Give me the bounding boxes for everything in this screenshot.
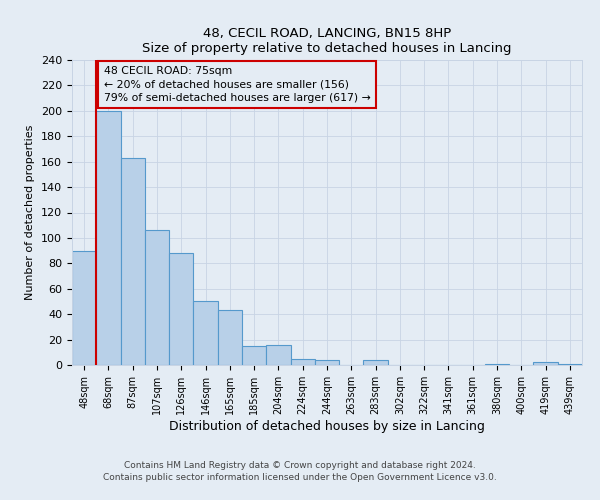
Bar [121,158,145,365]
Bar [72,250,96,365]
Bar [193,302,218,365]
Bar [266,344,290,365]
Bar [558,364,582,365]
Text: Contains public sector information licensed under the Open Government Licence v3: Contains public sector information licen… [103,473,497,482]
Title: 48, CECIL ROAD, LANCING, BN15 8HP
Size of property relative to detached houses i: 48, CECIL ROAD, LANCING, BN15 8HP Size o… [142,26,512,54]
Text: Contains HM Land Registry data © Crown copyright and database right 2024.: Contains HM Land Registry data © Crown c… [124,460,476,469]
Bar [290,358,315,365]
Bar [96,111,121,365]
Bar [145,230,169,365]
Bar [242,346,266,365]
X-axis label: Distribution of detached houses by size in Lancing: Distribution of detached houses by size … [169,420,485,432]
Text: 48 CECIL ROAD: 75sqm
← 20% of detached houses are smaller (156)
79% of semi-deta: 48 CECIL ROAD: 75sqm ← 20% of detached h… [104,66,370,103]
Bar [533,362,558,365]
Y-axis label: Number of detached properties: Number of detached properties [25,125,35,300]
Bar [485,364,509,365]
Bar [169,253,193,365]
Bar [315,360,339,365]
Bar [364,360,388,365]
Bar [218,310,242,365]
